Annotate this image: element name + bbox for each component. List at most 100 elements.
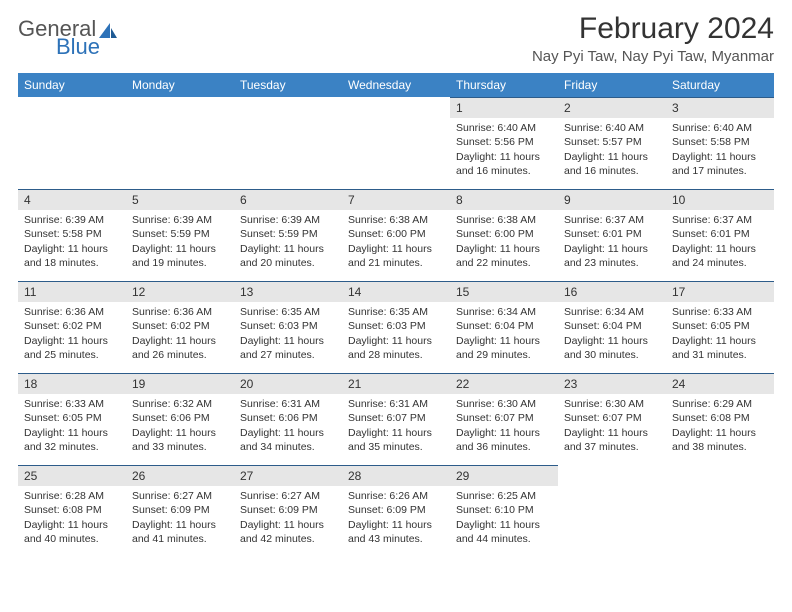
sunrise-line: Sunrise: 6:26 AM <box>348 489 444 503</box>
day-number: 28 <box>342 465 450 486</box>
day-details: Sunrise: 6:38 AMSunset: 6:00 PMDaylight:… <box>342 210 450 276</box>
sunset-line: Sunset: 6:07 PM <box>456 411 552 425</box>
day-number: 9 <box>558 189 666 210</box>
location-subtitle: Nay Pyi Taw, Nay Pyi Taw, Myanmar <box>532 48 774 65</box>
sunrise-line: Sunrise: 6:39 AM <box>240 213 336 227</box>
calendar-cell: 4Sunrise: 6:39 AMSunset: 5:58 PMDaylight… <box>18 189 126 281</box>
sunset-line: Sunset: 6:05 PM <box>672 319 768 333</box>
calendar-cell: 28Sunrise: 6:26 AMSunset: 6:09 PMDayligh… <box>342 465 450 557</box>
day-details: Sunrise: 6:37 AMSunset: 6:01 PMDaylight:… <box>666 210 774 276</box>
day-details: Sunrise: 6:39 AMSunset: 5:59 PMDaylight:… <box>234 210 342 276</box>
sunrise-line: Sunrise: 6:25 AM <box>456 489 552 503</box>
calendar-cell: 3Sunrise: 6:40 AMSunset: 5:58 PMDaylight… <box>666 97 774 189</box>
calendar-cell: 21Sunrise: 6:31 AMSunset: 6:07 PMDayligh… <box>342 373 450 465</box>
day-number: 26 <box>126 465 234 486</box>
day-details: Sunrise: 6:28 AMSunset: 6:08 PMDaylight:… <box>18 486 126 552</box>
daylight-line: Daylight: 11 hours and 24 minutes. <box>672 242 768 270</box>
sunset-line: Sunset: 6:00 PM <box>348 227 444 241</box>
sunset-line: Sunset: 5:58 PM <box>24 227 120 241</box>
calendar-cell: 23Sunrise: 6:30 AMSunset: 6:07 PMDayligh… <box>558 373 666 465</box>
sunrise-line: Sunrise: 6:36 AM <box>24 305 120 319</box>
daylight-line: Daylight: 11 hours and 36 minutes. <box>456 426 552 454</box>
daylight-line: Daylight: 11 hours and 41 minutes. <box>132 518 228 546</box>
daylight-line: Daylight: 11 hours and 19 minutes. <box>132 242 228 270</box>
calendar-cell: 16Sunrise: 6:34 AMSunset: 6:04 PMDayligh… <box>558 281 666 373</box>
day-number: 7 <box>342 189 450 210</box>
day-details: Sunrise: 6:40 AMSunset: 5:56 PMDaylight:… <box>450 118 558 184</box>
calendar-cell: 26Sunrise: 6:27 AMSunset: 6:09 PMDayligh… <box>126 465 234 557</box>
daylight-line: Daylight: 11 hours and 26 minutes. <box>132 334 228 362</box>
daylight-line: Daylight: 11 hours and 30 minutes. <box>564 334 660 362</box>
sunrise-line: Sunrise: 6:29 AM <box>672 397 768 411</box>
calendar-cell: 29Sunrise: 6:25 AMSunset: 6:10 PMDayligh… <box>450 465 558 557</box>
calendar-cell <box>126 97 234 189</box>
sunset-line: Sunset: 6:06 PM <box>132 411 228 425</box>
calendar-cell: 12Sunrise: 6:36 AMSunset: 6:02 PMDayligh… <box>126 281 234 373</box>
calendar-cell: 15Sunrise: 6:34 AMSunset: 6:04 PMDayligh… <box>450 281 558 373</box>
calendar-cell: 11Sunrise: 6:36 AMSunset: 6:02 PMDayligh… <box>18 281 126 373</box>
day-details: Sunrise: 6:35 AMSunset: 6:03 PMDaylight:… <box>234 302 342 368</box>
logo-sail-icon <box>98 22 120 40</box>
sunset-line: Sunset: 6:09 PM <box>348 503 444 517</box>
calendar-cell: 25Sunrise: 6:28 AMSunset: 6:08 PMDayligh… <box>18 465 126 557</box>
calendar-week-row: 4Sunrise: 6:39 AMSunset: 5:58 PMDaylight… <box>18 189 774 281</box>
sunset-line: Sunset: 6:04 PM <box>456 319 552 333</box>
weekday-header: Sunday <box>18 73 126 97</box>
day-details: Sunrise: 6:32 AMSunset: 6:06 PMDaylight:… <box>126 394 234 460</box>
sunrise-line: Sunrise: 6:35 AM <box>348 305 444 319</box>
calendar-cell: 13Sunrise: 6:35 AMSunset: 6:03 PMDayligh… <box>234 281 342 373</box>
day-number: 2 <box>558 97 666 118</box>
daylight-line: Daylight: 11 hours and 31 minutes. <box>672 334 768 362</box>
sunrise-line: Sunrise: 6:27 AM <box>132 489 228 503</box>
daylight-line: Daylight: 11 hours and 32 minutes. <box>24 426 120 454</box>
sunset-line: Sunset: 5:57 PM <box>564 135 660 149</box>
sunrise-line: Sunrise: 6:39 AM <box>24 213 120 227</box>
calendar-cell <box>234 97 342 189</box>
sunset-line: Sunset: 5:59 PM <box>240 227 336 241</box>
day-details: Sunrise: 6:37 AMSunset: 6:01 PMDaylight:… <box>558 210 666 276</box>
calendar-cell: 5Sunrise: 6:39 AMSunset: 5:59 PMDaylight… <box>126 189 234 281</box>
calendar-cell: 27Sunrise: 6:27 AMSunset: 6:09 PMDayligh… <box>234 465 342 557</box>
sunrise-line: Sunrise: 6:34 AM <box>564 305 660 319</box>
day-number: 24 <box>666 373 774 394</box>
sunrise-line: Sunrise: 6:30 AM <box>564 397 660 411</box>
calendar-cell: 17Sunrise: 6:33 AMSunset: 6:05 PMDayligh… <box>666 281 774 373</box>
weekday-header: Saturday <box>666 73 774 97</box>
sunrise-line: Sunrise: 6:40 AM <box>456 121 552 135</box>
calendar-cell: 10Sunrise: 6:37 AMSunset: 6:01 PMDayligh… <box>666 189 774 281</box>
day-number: 29 <box>450 465 558 486</box>
sunrise-line: Sunrise: 6:30 AM <box>456 397 552 411</box>
sunrise-line: Sunrise: 6:33 AM <box>672 305 768 319</box>
day-number: 5 <box>126 189 234 210</box>
day-number: 1 <box>450 97 558 118</box>
title-block: February 2024 Nay Pyi Taw, Nay Pyi Taw, … <box>532 12 774 65</box>
daylight-line: Daylight: 11 hours and 17 minutes. <box>672 150 768 178</box>
day-details: Sunrise: 6:27 AMSunset: 6:09 PMDaylight:… <box>126 486 234 552</box>
day-number: 11 <box>18 281 126 302</box>
sunset-line: Sunset: 6:00 PM <box>456 227 552 241</box>
sunset-line: Sunset: 6:09 PM <box>240 503 336 517</box>
day-details: Sunrise: 6:35 AMSunset: 6:03 PMDaylight:… <box>342 302 450 368</box>
calendar-week-row: 25Sunrise: 6:28 AMSunset: 6:08 PMDayligh… <box>18 465 774 557</box>
calendar-cell <box>558 465 666 557</box>
header: GeneralBlue February 2024 Nay Pyi Taw, N… <box>18 12 774 65</box>
calendar-week-row: 11Sunrise: 6:36 AMSunset: 6:02 PMDayligh… <box>18 281 774 373</box>
sunrise-line: Sunrise: 6:32 AM <box>132 397 228 411</box>
calendar-body: 1Sunrise: 6:40 AMSunset: 5:56 PMDaylight… <box>18 97 774 557</box>
sunset-line: Sunset: 6:03 PM <box>348 319 444 333</box>
daylight-line: Daylight: 11 hours and 35 minutes. <box>348 426 444 454</box>
day-details: Sunrise: 6:39 AMSunset: 5:58 PMDaylight:… <box>18 210 126 276</box>
day-details: Sunrise: 6:36 AMSunset: 6:02 PMDaylight:… <box>18 302 126 368</box>
day-number: 6 <box>234 189 342 210</box>
day-number: 15 <box>450 281 558 302</box>
sunrise-line: Sunrise: 6:40 AM <box>564 121 660 135</box>
daylight-line: Daylight: 11 hours and 27 minutes. <box>240 334 336 362</box>
day-details: Sunrise: 6:40 AMSunset: 5:58 PMDaylight:… <box>666 118 774 184</box>
day-details: Sunrise: 6:26 AMSunset: 6:09 PMDaylight:… <box>342 486 450 552</box>
day-details: Sunrise: 6:33 AMSunset: 6:05 PMDaylight:… <box>18 394 126 460</box>
daylight-line: Daylight: 11 hours and 37 minutes. <box>564 426 660 454</box>
calendar-cell: 6Sunrise: 6:39 AMSunset: 5:59 PMDaylight… <box>234 189 342 281</box>
calendar-cell: 9Sunrise: 6:37 AMSunset: 6:01 PMDaylight… <box>558 189 666 281</box>
sunset-line: Sunset: 6:09 PM <box>132 503 228 517</box>
day-details: Sunrise: 6:36 AMSunset: 6:02 PMDaylight:… <box>126 302 234 368</box>
